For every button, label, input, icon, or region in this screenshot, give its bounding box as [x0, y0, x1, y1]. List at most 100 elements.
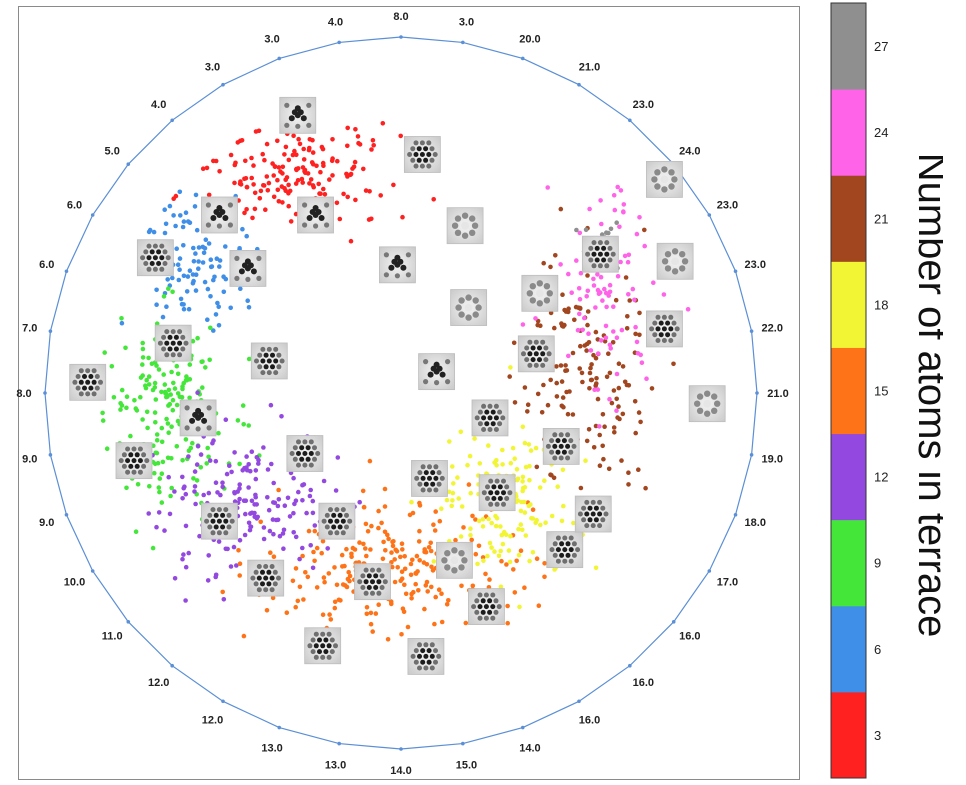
scatter-point	[208, 257, 214, 263]
scatter-point	[310, 510, 316, 516]
scatter-point	[271, 480, 277, 486]
scatter-point	[240, 403, 246, 408]
scatter-point	[459, 504, 465, 509]
scatter-point	[258, 188, 264, 194]
scatter-point	[429, 564, 434, 570]
scatter-point	[206, 454, 211, 460]
scatter-point	[620, 364, 626, 369]
scatter-point	[349, 551, 354, 557]
scatter-point	[583, 227, 589, 233]
scatter-point	[593, 329, 599, 335]
scatter-point	[593, 565, 599, 571]
scatter-point	[166, 286, 171, 292]
scatter-point	[538, 522, 543, 528]
scatter-point	[380, 121, 386, 126]
scatter-point	[461, 525, 466, 530]
scatter-point	[369, 216, 374, 222]
scatter-point	[595, 387, 601, 392]
scatter-point	[282, 503, 288, 509]
scatter-point	[382, 486, 388, 492]
scatter-point	[450, 498, 455, 503]
scatter-point	[332, 599, 338, 605]
scatter-point	[252, 206, 258, 212]
scatter-point	[577, 366, 582, 371]
scatter-point	[535, 391, 541, 397]
ring-vertex	[577, 82, 581, 87]
scatter-point	[548, 377, 553, 383]
scatter-point	[276, 165, 282, 170]
scatter-point	[597, 463, 603, 469]
scatter-point	[208, 294, 213, 299]
scatter-point	[468, 532, 473, 538]
scatter-point	[159, 425, 165, 431]
scatter-point	[592, 387, 597, 393]
scatter-point	[162, 528, 167, 533]
scatter-point	[275, 138, 280, 144]
scatter-point	[512, 590, 518, 595]
scatter-point	[598, 198, 603, 203]
scatter-point	[109, 364, 115, 369]
scatter-point	[400, 214, 405, 220]
scatter-point	[378, 193, 384, 198]
ring-label: 22.0	[762, 323, 783, 335]
scatter-point	[312, 528, 318, 534]
scatter-point	[321, 575, 327, 580]
scatter-point	[202, 246, 208, 251]
scatter-point	[160, 314, 166, 320]
scatter-point	[566, 353, 571, 359]
scatter-point	[203, 365, 208, 370]
scatter-point	[534, 556, 540, 561]
scatter-point	[169, 456, 174, 461]
thumbnail-image	[136, 239, 174, 277]
ring-label: 15.0	[456, 759, 477, 771]
scatter-point	[244, 454, 249, 459]
scatter-point	[413, 581, 419, 587]
scatter-point	[370, 138, 376, 143]
scatter-point	[285, 495, 291, 501]
scatter-point	[301, 597, 306, 602]
scatter-point	[300, 165, 306, 170]
scatter-point	[572, 317, 577, 323]
colorbar-title: Number of atoms in terrace	[910, 153, 943, 638]
scatter-point	[297, 141, 303, 147]
scatter-point	[301, 157, 307, 162]
scatter-point	[286, 203, 292, 209]
ring-vertex	[461, 741, 465, 746]
scatter-point	[643, 485, 648, 491]
scatter-point	[357, 540, 362, 545]
scatter-point	[468, 526, 473, 531]
scatter-point	[367, 189, 372, 194]
scatter-point	[177, 256, 183, 261]
thumbnail-image	[154, 324, 192, 362]
scatter-point	[160, 459, 166, 465]
scatter-point	[607, 289, 613, 295]
scatter-point	[246, 356, 252, 362]
scatter-point	[174, 246, 179, 251]
scatter-point	[295, 166, 301, 171]
scatter-point	[611, 193, 617, 198]
scatter-point	[293, 498, 299, 504]
scatter-point	[281, 546, 286, 551]
scatter-point	[473, 517, 478, 522]
scatter-point	[264, 608, 270, 613]
scatter-point	[563, 363, 568, 368]
image-thumbnails	[69, 96, 726, 675]
scatter-point	[586, 331, 591, 337]
scatter-point	[242, 210, 247, 216]
scatter-point	[589, 362, 594, 367]
scatter-point	[272, 164, 278, 169]
scatter-point	[243, 511, 248, 517]
scatter-point	[500, 462, 505, 467]
scatter-point	[607, 396, 612, 402]
scatter-point	[432, 621, 437, 627]
scatter-point	[152, 410, 158, 415]
ring-outline	[44, 36, 758, 750]
scatter-point	[341, 191, 346, 197]
scatter-point	[559, 403, 565, 409]
scatter-point	[286, 157, 292, 163]
scatter-point	[276, 487, 281, 493]
scatter-point	[477, 461, 483, 466]
scatter-point	[554, 394, 560, 399]
scatter-point	[327, 177, 332, 182]
scatter-point	[414, 553, 420, 559]
